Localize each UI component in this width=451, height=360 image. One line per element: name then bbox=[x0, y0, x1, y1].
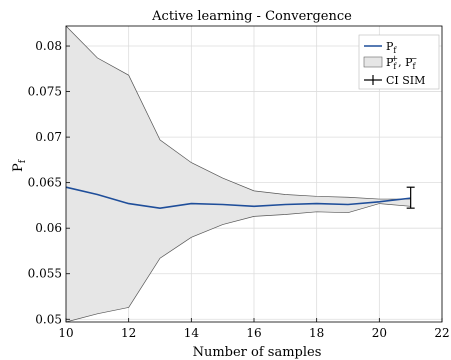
x-tick-label-2: 14 bbox=[184, 326, 200, 340]
y-axis-label-main: P bbox=[11, 163, 26, 172]
legend-band-s1: f bbox=[393, 62, 397, 71]
band-lower-line bbox=[65, 203, 411, 323]
y-tick-label-4: 0.07 bbox=[35, 130, 62, 144]
x-axis-label: Number of samples bbox=[193, 345, 322, 360]
legend: Pf Pf+, Pf− CI SIM bbox=[358, 34, 440, 90]
legend-band-sup2: − bbox=[410, 54, 417, 63]
legend-pf-main: P bbox=[386, 40, 394, 53]
legend-entry-ci: CI SIM bbox=[386, 74, 425, 87]
y-axis-label-sub: f bbox=[18, 159, 28, 163]
legend-swatch-ci bbox=[364, 75, 382, 85]
x-tick-label-0: 10 bbox=[58, 326, 73, 340]
legend-band-p1: P bbox=[386, 56, 394, 69]
y-axis-ticks: 0.05 0.055 0.06 0.065 0.07 0.075 0.08 bbox=[28, 39, 70, 326]
y-tick-label-3: 0.065 bbox=[28, 176, 62, 190]
y-tick-label-0: 0.05 bbox=[35, 312, 62, 326]
legend-entry-pf: Pf bbox=[386, 40, 397, 55]
series-layer bbox=[65, 186, 411, 209]
legend-pf-sub: f bbox=[393, 46, 397, 55]
series-pf-line bbox=[65, 186, 411, 209]
x-tick-label-4: 18 bbox=[309, 326, 324, 340]
uncertainty-band bbox=[65, 25, 411, 323]
x-tick-label-3: 16 bbox=[246, 326, 261, 340]
band-upper-line bbox=[65, 25, 411, 200]
ci-errorbar bbox=[406, 186, 415, 209]
x-tick-label-5: 20 bbox=[372, 326, 387, 340]
legend-band-sup1: + bbox=[391, 54, 398, 63]
legend-entry-band: Pf+, Pf− bbox=[386, 54, 417, 71]
legend-swatch-band bbox=[363, 56, 383, 68]
y-tick-label-2: 0.06 bbox=[35, 221, 62, 235]
band-area bbox=[66, 26, 411, 322]
x-tick-label-6: 22 bbox=[434, 326, 449, 340]
legend-band-p2: , P bbox=[398, 56, 413, 69]
x-axis-ticks: 10 12 14 16 18 20 22 bbox=[58, 318, 450, 340]
y-axis-label: Pf bbox=[11, 159, 28, 172]
x-tick-label-1: 12 bbox=[121, 326, 136, 340]
legend-band-s2: f bbox=[412, 62, 416, 71]
y-tick-label-6: 0.08 bbox=[35, 39, 62, 53]
y-tick-label-1: 0.055 bbox=[28, 267, 62, 281]
y-tick-label-5: 0.075 bbox=[28, 85, 62, 99]
chart-title: Active learning - Convergence bbox=[151, 9, 352, 24]
